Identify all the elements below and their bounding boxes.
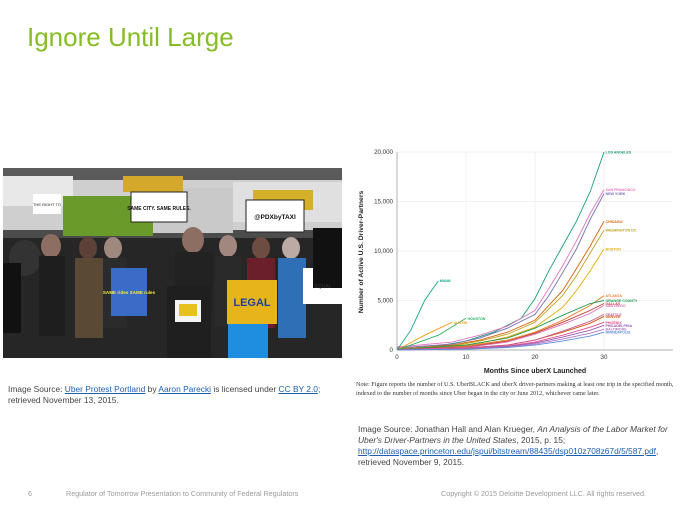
source-after-title: , 2015, p. 15; <box>516 435 566 445</box>
y-tick-label: 10,000 <box>374 248 393 255</box>
x-axis-label: Months Since uberX Launched <box>484 368 586 375</box>
source-url-link[interactable]: http://dataspace.princeton.edu/jspui/bit… <box>358 446 656 456</box>
series-label: NEW YORK <box>606 192 626 196</box>
caption-licensed: is licensed under <box>211 384 279 394</box>
license-link[interactable]: CC BY 2.0 <box>278 384 318 394</box>
sign-legal: LEGAL <box>233 297 271 309</box>
x-tick-label: 0 <box>395 354 399 361</box>
caption-prefix: Image Source: <box>8 384 65 394</box>
x-tick-label: 30 <box>601 354 608 361</box>
slide-title: Ignore Until Large <box>27 22 234 52</box>
footer-page-number: 6 <box>28 489 32 498</box>
source-after-url: , <box>656 446 659 456</box>
series-line <box>396 189 605 348</box>
y-tick-label: 20,000 <box>374 149 393 156</box>
footer-presentation: Regulator of Tomorrow Presentation to Co… <box>66 489 299 498</box>
series-line <box>396 313 605 351</box>
series-label: SAN DIEGO <box>606 304 626 308</box>
series-label: LOS ANGELES <box>606 151 632 155</box>
chart-axes: 0 5,000 10,000 15,000 20,000 0 10 20 30 <box>374 149 673 361</box>
y-tick-label: 5,000 <box>378 298 394 305</box>
series-line <box>396 295 605 350</box>
series-label: DALLAS <box>606 302 621 306</box>
chart-note: Note: Figure reports the number of U.S. … <box>356 381 674 397</box>
series-label: AUSTIN <box>454 321 468 325</box>
series-line <box>396 193 605 349</box>
chart-source-caption: Image Source: Jonathan Hall and Alan Kru… <box>358 424 678 468</box>
sign-same-city: SAME CITY. SAME RULES. <box>127 206 191 212</box>
author-link[interactable]: Aaron Parecki <box>158 384 211 394</box>
series-line <box>396 229 605 350</box>
series-line <box>396 300 605 350</box>
sign-equal: EQUAL <box>315 284 332 290</box>
series-label: SAN FRANCISCO <box>606 188 636 192</box>
series-line <box>396 321 453 351</box>
caption-retrieved: retrieved November 13, 2015. <box>8 395 119 405</box>
driver-partners-chart: 0 5,000 10,000 15,000 20,000 0 10 20 30 LOS ANGE… <box>358 149 673 375</box>
source-retrieved: retrieved November 9, 2015. <box>358 457 465 467</box>
series-label: WASHINGTON DC <box>606 229 637 233</box>
series-label: MIAMI <box>440 279 451 283</box>
x-tick-label: 20 <box>532 354 539 361</box>
series-label: CHICAGO <box>606 220 623 224</box>
series-line <box>396 317 467 351</box>
photo-caption: Image Source: Uber Protest Portland by A… <box>8 384 348 406</box>
series-line <box>396 305 605 351</box>
series-line <box>396 331 605 351</box>
series-label: ORANGE COUNTY <box>606 299 639 303</box>
sign-same-rides: SAME rides SAME rules <box>103 290 156 295</box>
caption-suffix: ; <box>317 384 321 394</box>
y-tick-label: 15,000 <box>374 199 393 206</box>
series-label: BOSTON <box>606 248 622 252</box>
footer-copyright: Copyright © 2015 Deloitte Development LL… <box>441 489 647 498</box>
y-tick-label: 0 <box>390 347 394 354</box>
series-label: PHILADELPHIA <box>606 324 633 328</box>
series-label: PHOENIX <box>606 321 623 325</box>
series-label: SEATTLE <box>606 313 623 317</box>
x-tick-label: 10 <box>463 354 470 361</box>
photo-title-link[interactable]: Uber Protest Portland <box>64 384 146 394</box>
source-title: An Analysis of the Labor Market for Uber… <box>358 424 668 445</box>
source-prefix: Image Source: Jonathan Hall and Alan Kru… <box>358 424 538 434</box>
chart-series <box>396 151 605 351</box>
series-label: HOUSTON <box>468 317 486 321</box>
sign-right-to: THE RIGHT TO <box>33 202 61 207</box>
series-line <box>396 221 605 350</box>
series-label: MINNEAPOLIS <box>606 331 632 335</box>
sign-pdx-taxi: @PDXbyTAXI <box>254 214 296 221</box>
protest-photo: THE RIGHT TO SAME CITY. SAME RULES. @PDX… <box>3 168 342 358</box>
series-label: ATLANTA <box>606 294 623 298</box>
series-label: BALTIMORE <box>606 328 628 332</box>
series-line <box>396 303 605 351</box>
caption-by: by <box>145 384 159 394</box>
series-label: DENVER <box>606 315 621 319</box>
series-line <box>396 280 439 351</box>
y-axis-label: Number of Active U.S. Driver-Partners <box>358 191 365 314</box>
